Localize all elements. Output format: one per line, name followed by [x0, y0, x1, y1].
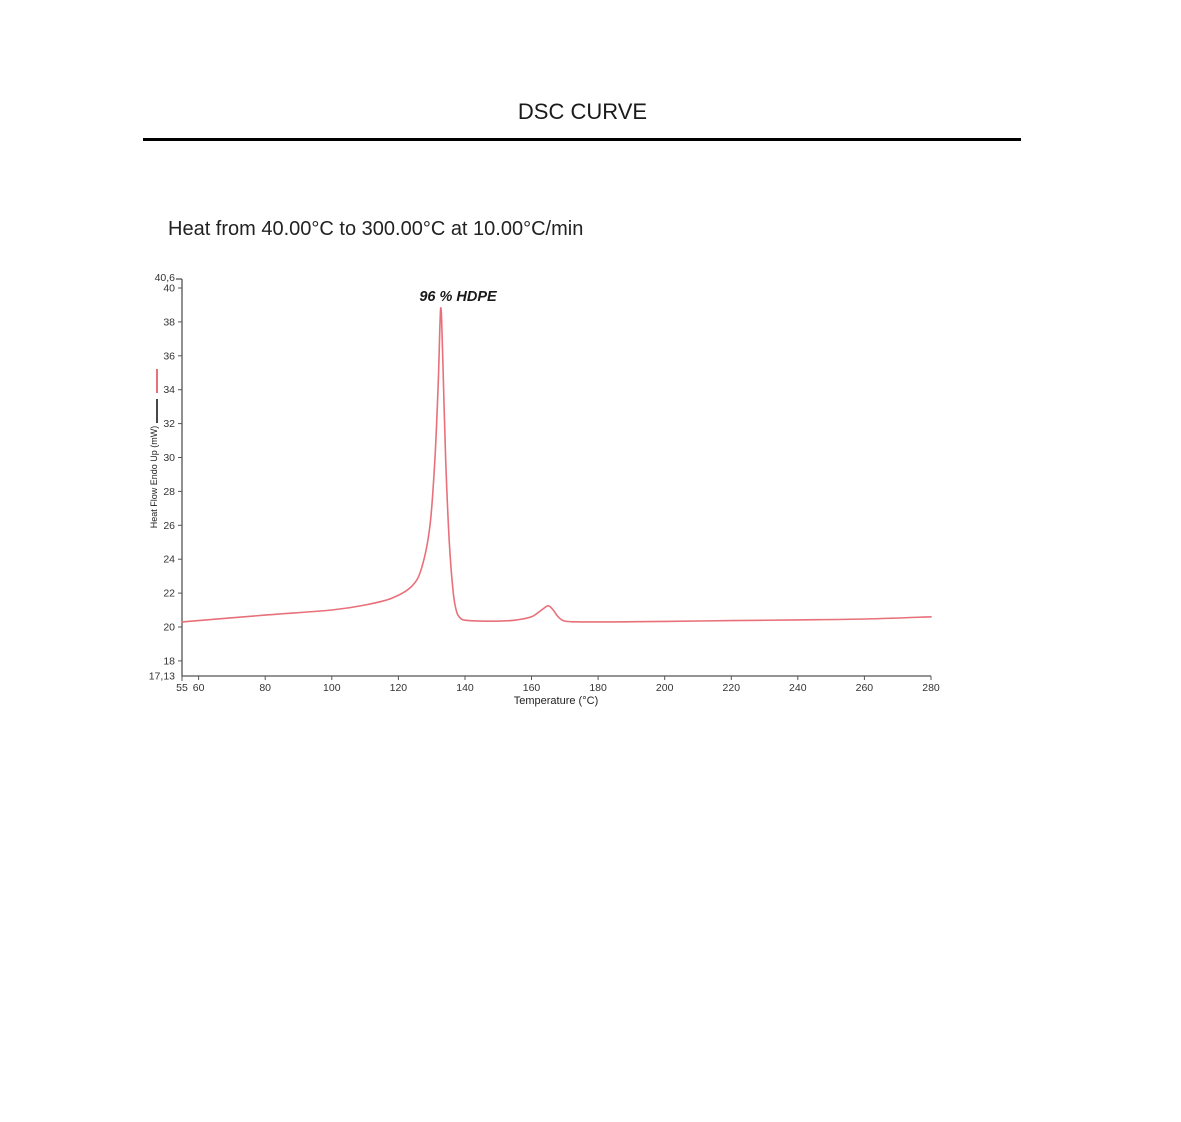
svg-text:28: 28 [163, 486, 175, 498]
svg-text:200: 200 [656, 682, 674, 694]
svg-text:240: 240 [789, 682, 807, 694]
svg-text:Temperature (°C): Temperature (°C) [514, 695, 598, 707]
svg-text:140: 140 [456, 682, 474, 694]
svg-text:55: 55 [176, 682, 188, 694]
svg-text:30: 30 [163, 452, 175, 464]
svg-text:18: 18 [163, 655, 175, 667]
svg-text:36: 36 [163, 350, 175, 362]
svg-text:96 % HDPE: 96 % HDPE [419, 289, 498, 305]
svg-text:Heat Flow Endo Up (mW): Heat Flow Endo Up (mW) [149, 426, 159, 529]
svg-text:24: 24 [163, 554, 175, 566]
svg-text:34: 34 [163, 384, 175, 396]
svg-text:32: 32 [163, 418, 175, 430]
svg-text:280: 280 [922, 682, 940, 694]
svg-text:120: 120 [390, 682, 408, 694]
svg-text:38: 38 [163, 316, 175, 328]
svg-text:20: 20 [163, 622, 175, 634]
svg-text:160: 160 [523, 682, 541, 694]
svg-text:40: 40 [163, 283, 175, 295]
svg-text:26: 26 [163, 520, 175, 532]
svg-text:60: 60 [193, 682, 205, 694]
svg-text:260: 260 [856, 682, 874, 694]
svg-text:100: 100 [323, 682, 341, 694]
svg-text:17,13: 17,13 [149, 671, 175, 683]
svg-text:180: 180 [589, 682, 607, 694]
svg-text:80: 80 [259, 682, 271, 694]
svg-text:22: 22 [163, 588, 175, 600]
svg-text:220: 220 [723, 682, 741, 694]
